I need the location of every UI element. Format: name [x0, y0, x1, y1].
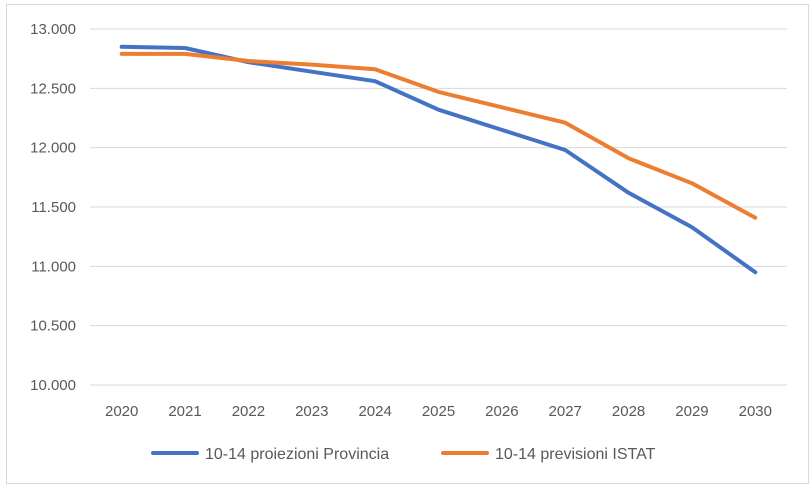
legend-item-1[interactable]: 10-14 proiezioni Provincia [151, 446, 389, 463]
y-tick-label: 12.500 [30, 80, 76, 97]
x-tick-label: 2024 [358, 403, 391, 420]
x-tick-label: 2026 [485, 403, 518, 420]
legend[interactable]: 10-14 proiezioni Provincia 10-14 previsio… [151, 446, 656, 463]
y-tick-label: 10.000 [30, 377, 76, 394]
x-axis: 2020 2021 2022 2023 2024 2025 2026 2027 2028 2029… [105, 403, 772, 420]
y-axis: 10.000 10.500 11.000 11.500 12.000 12.500 13.0… [30, 21, 76, 394]
y-tick-label: 11.000 [31, 258, 76, 275]
x-tick-label: 2025 [422, 403, 455, 420]
x-tick-label: 2022 [232, 403, 265, 420]
x-tick-label: 2021 [168, 403, 201, 420]
x-tick-label: 2023 [295, 403, 328, 420]
chart-area[interactable]: 10.000 10.500 11.000 11.500 12.000 12.500 13.0… [6, 4, 809, 484]
series-lines [119, 44, 758, 275]
series-line-1[interactable] [119, 44, 758, 275]
x-tick-label: 2029 [675, 403, 708, 420]
y-tick-label: 11.500 [31, 199, 76, 216]
x-tick-label: 2030 [739, 403, 772, 420]
legend-label: 10-14 proiezioni Provincia [205, 446, 389, 463]
x-tick-label: 2027 [549, 403, 582, 420]
x-tick-label: 2020 [105, 403, 138, 420]
y-tick-label: 13.000 [30, 21, 76, 38]
legend-label: 10-14 previsioni ISTAT [495, 446, 656, 463]
line-chart: 10.000 10.500 11.000 11.500 12.000 12.500 13.0… [30, 21, 787, 463]
series-line-2[interactable] [119, 51, 758, 220]
y-tick-label: 10.500 [30, 318, 76, 335]
gridlines [90, 28, 787, 386]
x-tick-label: 2028 [612, 403, 645, 420]
legend-item-2[interactable]: 10-14 previsioni ISTAT [441, 446, 656, 463]
y-tick-label: 12.000 [30, 140, 76, 157]
